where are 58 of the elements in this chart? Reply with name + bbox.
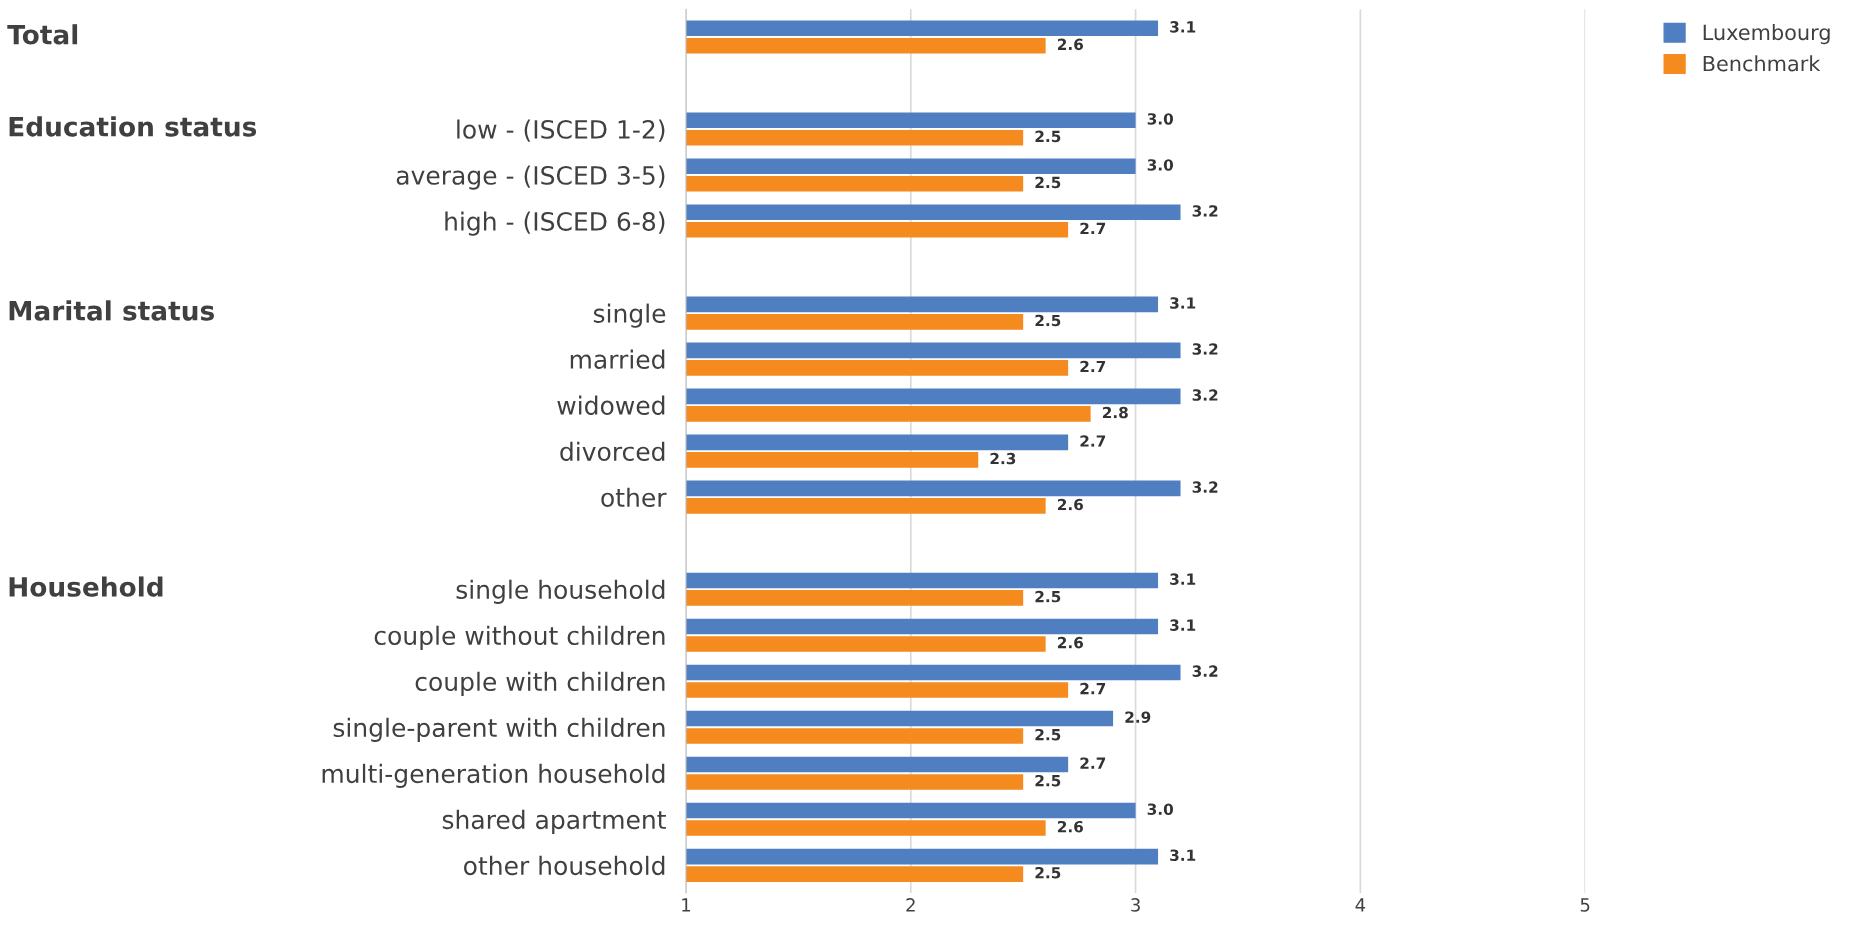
legend-label: Benchmark	[1703, 55, 1821, 72]
y-tick-label: single	[593, 303, 666, 328]
data-label: 2.6	[1057, 820, 1084, 833]
x-tick-label: 3	[1131, 898, 1140, 912]
data-label: 2.6	[1057, 636, 1084, 649]
data-label: 3.0	[1147, 159, 1174, 171]
y-tick-label: average - (ISCED 3-5)	[396, 165, 665, 190]
y-tick-label: other	[601, 487, 667, 508]
data-label: 3.1	[1170, 573, 1196, 585]
data-label: 2.7	[1080, 222, 1106, 234]
data-label: 2.6	[1057, 498, 1084, 511]
y-tick-label: other household	[464, 855, 665, 876]
y-tick-label: couple without children	[374, 625, 665, 650]
text: Education status	[9, 116, 257, 137]
text: Household	[9, 576, 163, 597]
data-label: 2.6	[1057, 38, 1084, 51]
x-tick-label: 1	[682, 898, 691, 912]
data-label: 3.2	[1192, 343, 1218, 355]
y-tick-label: single household	[456, 579, 665, 604]
data-label: 2.7	[1080, 435, 1106, 447]
legend-label: Luxembourg	[1703, 24, 1830, 45]
data-label: 3.2	[1192, 481, 1218, 493]
data-label: 2.7	[1080, 360, 1106, 373]
data-label: 3.1	[1170, 619, 1196, 631]
data-label: 3.0	[1147, 113, 1174, 125]
data-label: 2.5	[1035, 774, 1061, 787]
data-label: 3.2	[1192, 665, 1218, 677]
y-tick-label: single-parent with children	[333, 717, 665, 742]
y-tick-label: multi-generation household	[322, 763, 665, 788]
data-label: 2.5	[1035, 866, 1061, 879]
data-label: 3.1	[1170, 297, 1196, 309]
data-label: 2.9	[1125, 711, 1151, 723]
data-label: 3.2	[1192, 205, 1218, 217]
text: Total	[7, 24, 78, 45]
y-tick-label: high - (ISCED 6-8)	[445, 211, 665, 236]
data-label: 2.7	[1080, 682, 1106, 695]
data-label: 3.1	[1170, 849, 1196, 861]
data-label: 2.5	[1035, 176, 1061, 189]
data-label: 2.8	[1102, 406, 1128, 419]
x-tick-label: 2	[906, 898, 915, 912]
y-tick-label: married	[570, 349, 665, 369]
data-label: 2.3	[990, 452, 1016, 465]
data-label: 2.5	[1035, 590, 1061, 603]
x-tick-label: 4	[1355, 898, 1366, 912]
y-tick-label: divorced	[560, 441, 665, 461]
y-tick-label: couple with children	[415, 671, 665, 696]
data-label: 2.5	[1035, 314, 1061, 327]
y-tick-label: shared apartment	[442, 809, 666, 834]
data-label: 2.7	[1080, 757, 1106, 769]
data-label: 3.2	[1192, 389, 1218, 401]
y-tick-label: widowed	[557, 395, 665, 415]
y-tick-label: low - (ISCED 1-2)	[457, 119, 665, 142]
data-label: 2.5	[1035, 728, 1061, 741]
data-label: 2.5	[1035, 130, 1061, 143]
text: Marital status	[9, 300, 214, 321]
data-label: 3.1	[1170, 21, 1196, 33]
x-tick-label: 5	[1580, 898, 1590, 912]
data-label: 3.0	[1147, 803, 1174, 815]
